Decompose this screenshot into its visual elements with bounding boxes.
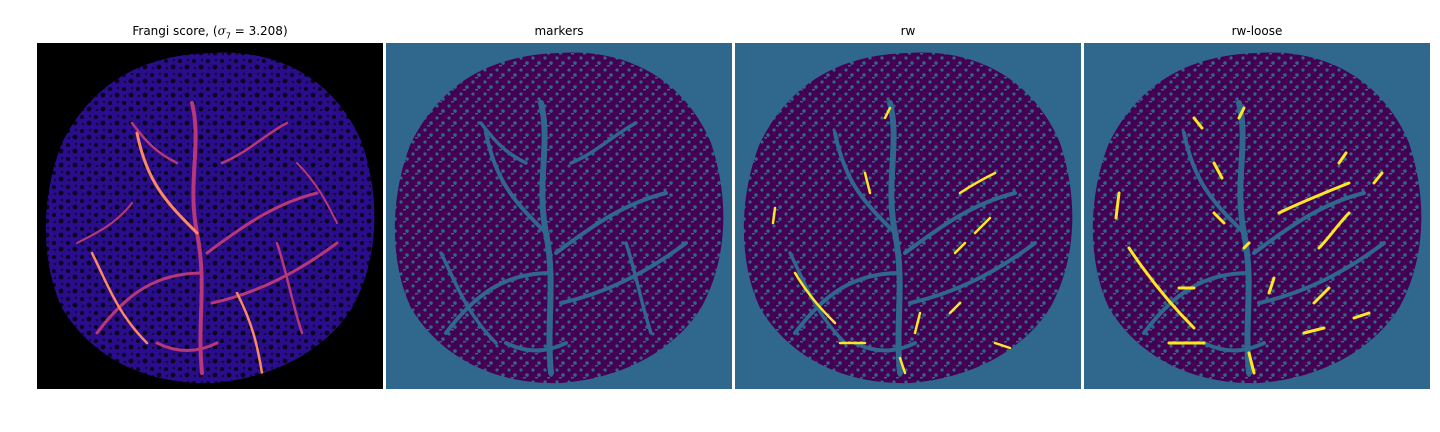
panel-title-rw: rw (900, 24, 916, 38)
panel-title-frangi: Frangi score, (σ7 = 3.208) (132, 24, 288, 41)
markers-image (386, 43, 732, 389)
rw-loose-image (1084, 43, 1430, 389)
panel-title-rw-loose: rw-loose (1231, 24, 1283, 38)
rw-image (735, 43, 1081, 389)
frangi-image (37, 43, 383, 389)
panel-title-markers: markers (534, 24, 584, 38)
